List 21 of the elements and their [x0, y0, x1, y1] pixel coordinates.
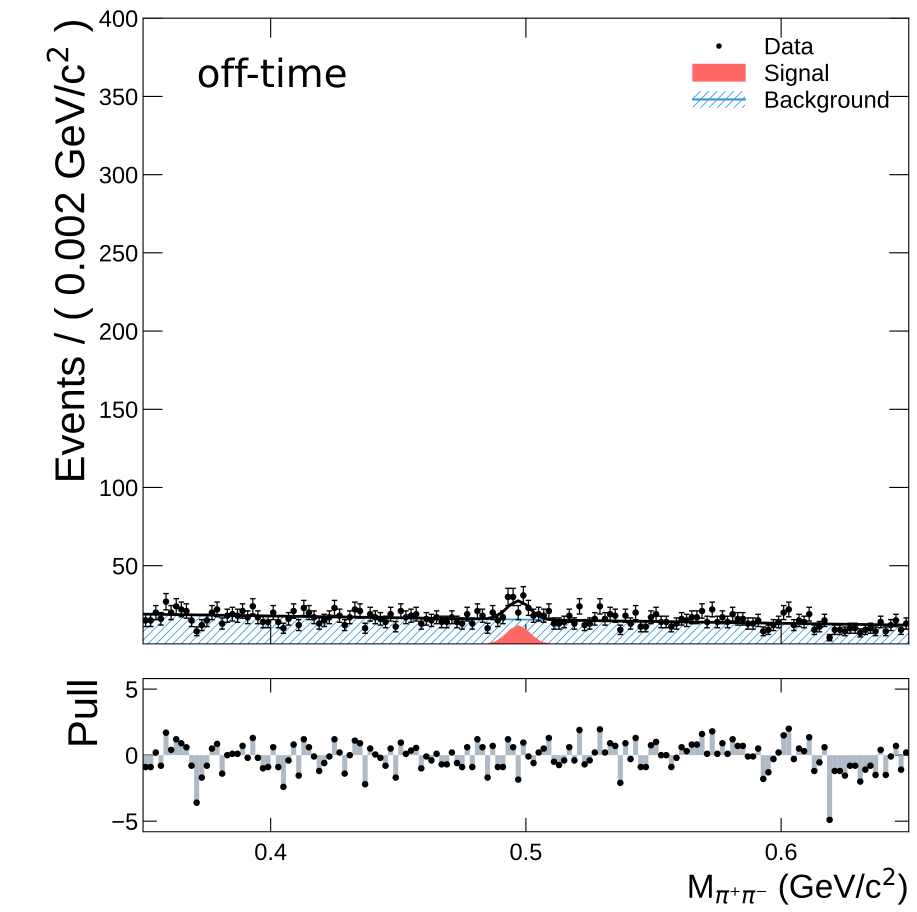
y-tick-label: 350 [100, 88, 138, 106]
y-tick-label: 5 [126, 681, 138, 698]
legend-label: Signal [764, 64, 828, 86]
x-tick-label: 0.4 [255, 843, 286, 860]
y-axis-title: Pull [66, 681, 98, 745]
legend-label: Data [766, 38, 814, 54]
y-tick-label: 150 [100, 401, 138, 418]
annotation: off-time [198, 58, 346, 88]
y-tick-label: 100 [100, 480, 138, 496]
x-axis-title: M$_{π⁺π⁻}$ (GeV/c$^{2}$) [689, 868, 907, 905]
y-tick-label: 50 [112, 558, 138, 574]
y-tick-label: 250 [100, 244, 138, 262]
y-tick-label: 300 [100, 166, 138, 184]
y-tick-label: 0 [126, 747, 138, 764]
y-tick-label: 200 [100, 323, 138, 340]
x-tick-label: 0.5 [510, 843, 542, 860]
y-tick-label: 400 [99, 10, 138, 28]
y-tick-label: −5 [112, 813, 138, 830]
legend-label: Background [766, 90, 888, 113]
x-tick-label: 0.6 [766, 843, 797, 860]
y-axis-title: Events / ( 0.002 GeV/c$^{2}$ ) [46, 21, 93, 480]
